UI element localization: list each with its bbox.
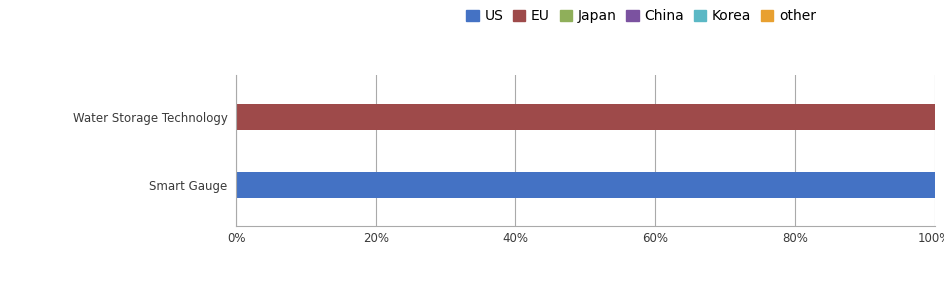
Bar	[236, 172, 935, 198]
Bar	[236, 104, 935, 130]
Legend: US, EU, Japan, China, Korea, other: US, EU, Japan, China, Korea, other	[461, 4, 821, 29]
